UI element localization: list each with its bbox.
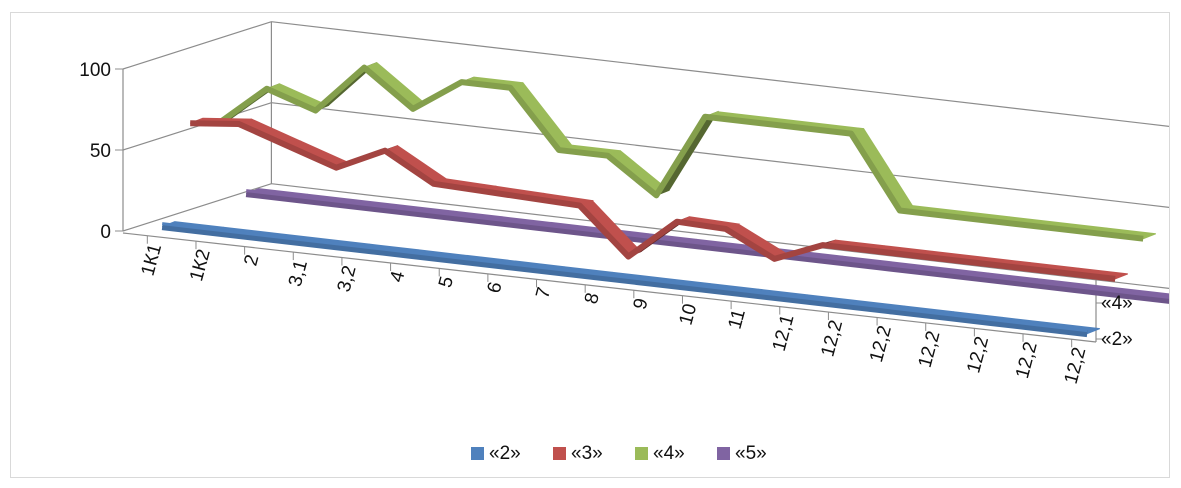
gridline [122, 21, 1169, 127]
series-line [190, 120, 1116, 282]
chart-frame: 0 50 100 1К1 1К2 2 3,1 3,2 4 5 6 7 8 9 10 11 12,1 12,2 12,… [10, 12, 1170, 478]
series-2 [190, 117, 1128, 282]
x-tick-label: 7 [532, 285, 555, 301]
series-line [216, 64, 1144, 242]
x-tick-label: 2 [240, 252, 263, 268]
series-line [161, 223, 1088, 338]
x-tick-label: 11 [725, 307, 750, 331]
series-4 [245, 188, 1169, 304]
x-tick-label: 9 [630, 296, 653, 312]
series-layer [161, 62, 1169, 338]
series-segment [237, 118, 302, 147]
x-axis-line [122, 232, 1097, 343]
series-segment [509, 82, 573, 151]
line-chart-3d: 0 50 100 1К1 1К2 2 3,1 3,2 4 5 6 7 8 9 10 11 12,1 12,2 12,… [79, 21, 1169, 464]
x-tick-label: 12,1 [769, 312, 799, 353]
legend-swatch [635, 447, 648, 460]
legend-swatch [471, 447, 484, 460]
series-highlight [246, 189, 1169, 299]
legend: «2» «3» «4» «5» [471, 443, 767, 464]
legend-label: «3» [571, 443, 603, 464]
x-tick-label: 12,2 [866, 323, 896, 364]
x-tick-label: 12,2 [1061, 345, 1091, 386]
y-tick-label: 50 [90, 141, 111, 162]
x-tick-label: 1К2 [186, 247, 215, 284]
x-tick-label: 8 [581, 291, 604, 307]
x-tick-label: 12,2 [817, 318, 847, 359]
legend-label: «5» [735, 443, 767, 464]
x-tick-label: 12,2 [1012, 340, 1042, 381]
series-segment [363, 62, 427, 110]
series-1 [161, 221, 1100, 338]
series-highlight [162, 222, 1088, 333]
legend-label: «4» [653, 443, 685, 464]
x-tick-label: 3,1 [285, 258, 312, 289]
y-tick-label: 100 [79, 60, 111, 81]
x-tick-label: 12,2 [915, 329, 945, 370]
depth-tick-label: «2» [1101, 329, 1133, 350]
y-tick-label: 0 [100, 222, 111, 243]
legend-swatch [553, 447, 566, 460]
series-line [245, 190, 1169, 304]
x-tick-label: 3,2 [334, 263, 361, 294]
series-segment [383, 145, 448, 185]
depth-tick-label: «4» [1101, 293, 1133, 314]
x-tick-label: 4 [386, 268, 409, 284]
x-tick-label: 6 [484, 280, 507, 296]
x-tick-label: 5 [435, 274, 458, 290]
series-3 [216, 62, 1156, 242]
legend-swatch [717, 447, 730, 460]
x-tick-label: 10 [676, 302, 702, 328]
legend-label: «2» [489, 443, 521, 464]
x-tick-label: 1К1 [138, 242, 167, 279]
x-tick-label: 12,2 [963, 334, 993, 375]
series-segment [850, 128, 914, 212]
